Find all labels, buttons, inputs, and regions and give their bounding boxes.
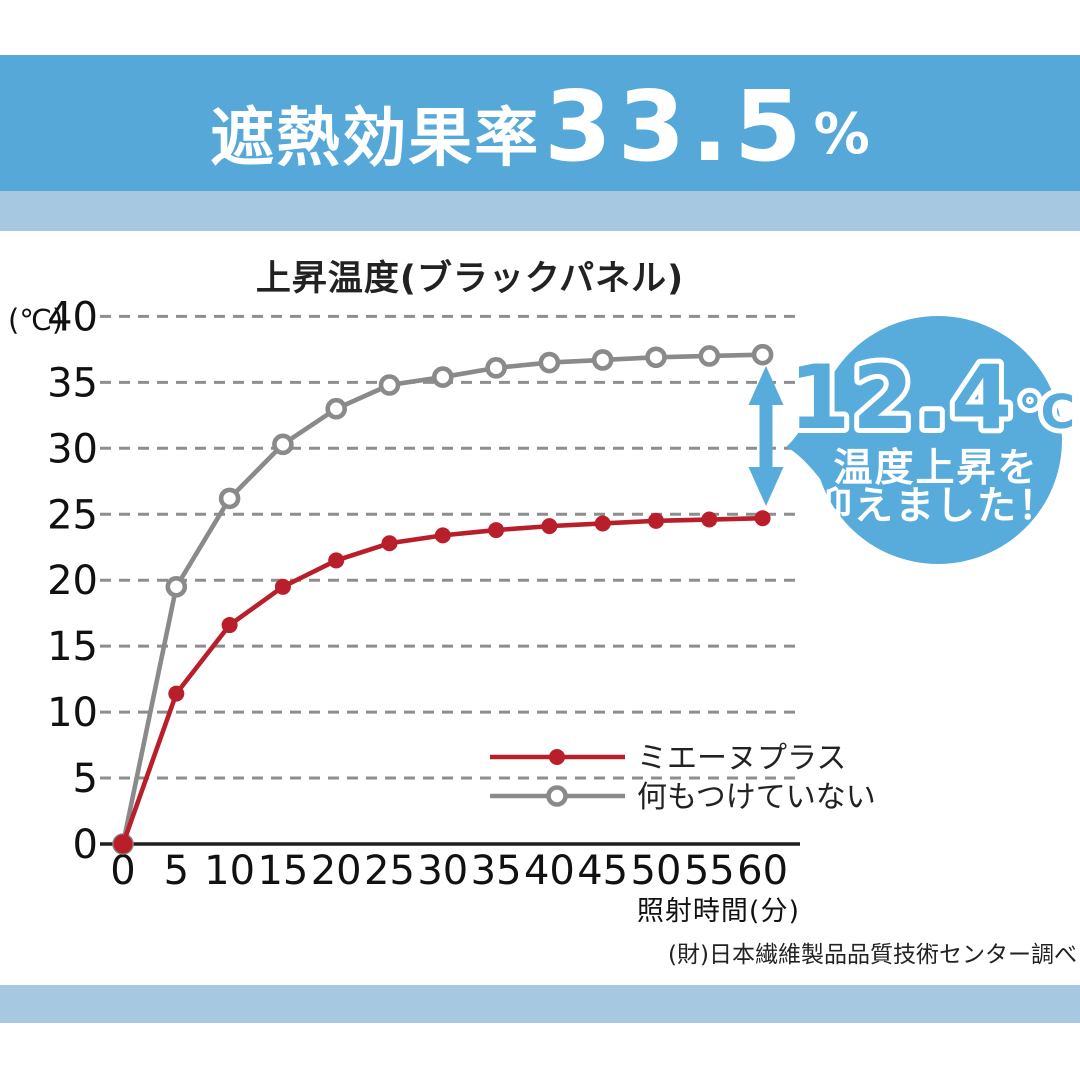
x-tick-label: 55 bbox=[684, 848, 735, 894]
callout-value-text: 12.4℃ bbox=[789, 346, 1075, 449]
data-point-open bbox=[378, 374, 401, 396]
legend-marker-filled bbox=[549, 749, 565, 765]
x-tick-label: 30 bbox=[417, 848, 468, 894]
x-tick-label: 25 bbox=[364, 848, 415, 894]
y-tick-label: 40 bbox=[47, 294, 98, 340]
data-point-open bbox=[218, 487, 241, 510]
y-tick-label: 5 bbox=[73, 756, 98, 802]
data-point-filled bbox=[221, 617, 238, 634]
bubble-circle bbox=[814, 316, 1062, 564]
header-title: 遮熱効果率33.5% bbox=[0, 78, 1080, 175]
callout-line2: 抑えました！ bbox=[813, 484, 1059, 529]
data-point-open bbox=[698, 345, 721, 367]
decor-band-light-top bbox=[0, 191, 1080, 231]
x-tick-label: 40 bbox=[524, 848, 575, 894]
legend-marker-open bbox=[546, 785, 568, 807]
y-tick-label: 10 bbox=[47, 690, 98, 736]
y-tick-label: 0 bbox=[73, 822, 98, 868]
x-tick-label: 10 bbox=[204, 848, 255, 894]
data-point-open bbox=[165, 575, 188, 598]
footer-source: (財)日本繊維製品品質技術センター調べ bbox=[668, 942, 1077, 968]
data-point-filled bbox=[434, 527, 451, 544]
legend-label: ミエーヌプラス bbox=[637, 741, 846, 776]
header-title-prefix: 遮熱効果率 bbox=[210, 102, 541, 176]
callout-value: 12.4 bbox=[789, 346, 1014, 449]
data-point-filled bbox=[701, 511, 718, 528]
data-point-filled bbox=[168, 685, 185, 702]
chart-series bbox=[112, 343, 774, 855]
y-tick-label: 30 bbox=[47, 426, 98, 472]
callout-unit: ℃ bbox=[1018, 385, 1075, 440]
header-title-band: 遮熱効果率33.5% bbox=[0, 55, 1080, 191]
y-axis-unit-label: (℃) bbox=[8, 303, 63, 337]
data-point-filled bbox=[754, 510, 771, 527]
data-point-open bbox=[272, 433, 294, 456]
data-point-open bbox=[538, 351, 561, 374]
data-point-filled bbox=[113, 834, 133, 854]
data-point-filled bbox=[541, 518, 558, 535]
data-point-open bbox=[325, 397, 348, 420]
data-point-filled bbox=[594, 515, 611, 532]
decor-band-light-bottom bbox=[0, 985, 1080, 1023]
x-tick-label: 45 bbox=[577, 848, 628, 894]
y-tick-label: 35 bbox=[47, 360, 98, 406]
chart-gridlines bbox=[100, 314, 800, 780]
x-tick-label: 5 bbox=[164, 848, 189, 894]
y-tick-label: 15 bbox=[47, 624, 98, 670]
data-point-filled bbox=[274, 578, 291, 595]
x-tick-label: 50 bbox=[631, 848, 682, 894]
x-tick-label: 60 bbox=[737, 848, 788, 894]
chart-title: 上昇温度(ブラックパネル) bbox=[256, 258, 684, 299]
double-arrow-icon bbox=[748, 366, 784, 506]
difference-arrow bbox=[748, 366, 784, 506]
x-tick-label: 15 bbox=[257, 848, 308, 894]
header-title-unit: % bbox=[813, 102, 870, 167]
legend-label: 何もつけていない bbox=[637, 780, 876, 815]
data-point-open bbox=[751, 343, 774, 366]
y-tick-label: 20 bbox=[47, 558, 98, 604]
data-point-filled bbox=[328, 552, 345, 569]
data-point-open bbox=[485, 357, 507, 379]
data-point-filled bbox=[648, 512, 664, 529]
callout-bubble: 12.4℃ 温度上昇を 抑えました！ bbox=[784, 316, 1080, 564]
data-point-filled bbox=[381, 535, 398, 552]
x-tick-label: 20 bbox=[311, 848, 362, 894]
y-tick-label: 25 bbox=[47, 492, 98, 538]
x-axis-label: 照射時間(分) bbox=[637, 896, 800, 927]
callout-line1: 温度上昇を bbox=[833, 446, 1038, 491]
data-point-open bbox=[591, 349, 614, 371]
data-point-open bbox=[645, 346, 667, 369]
x-tick-label: 35 bbox=[471, 848, 522, 894]
x-tick-label: 0 bbox=[110, 848, 135, 894]
data-point-open bbox=[431, 366, 454, 388]
header-title-value: 33.5 bbox=[544, 70, 808, 183]
data-point-filled bbox=[488, 522, 505, 539]
